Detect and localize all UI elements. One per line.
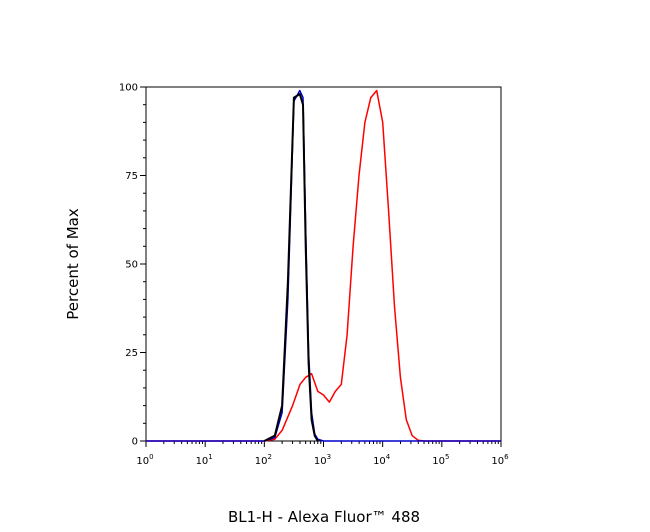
x-tick-exponent: 6 [504, 453, 509, 461]
x-tick-base: 10 [491, 456, 504, 467]
x-tick-label: 102 [255, 453, 272, 467]
x-tick-label: 103 [314, 453, 331, 467]
x-axis-label: BL1-H - Alexa Fluor™ 488 [228, 508, 420, 526]
x-tick-base: 10 [432, 456, 445, 467]
series-layer [146, 89, 501, 442]
series-line-2 [263, 93, 319, 442]
series-line-0 [146, 89, 501, 442]
x-tick-exponent: 4 [386, 453, 391, 461]
x-tick-exponent: 0 [149, 453, 153, 461]
x-tick-base: 10 [373, 456, 386, 467]
y-axis-ticks: 0 25 50 75 100 [119, 83, 146, 448]
x-tick-label: 104 [373, 453, 391, 467]
x-tick-base: 10 [314, 456, 327, 467]
x-tick-base: 10 [136, 456, 149, 467]
y-tick-label: 0 [132, 437, 138, 448]
y-tick-label: 25 [125, 348, 138, 359]
x-tick-label: 100 [136, 453, 153, 467]
x-tick-label: 106 [491, 453, 509, 467]
x-tick-label: 101 [196, 453, 213, 467]
x-tick-exponent: 5 [445, 453, 449, 461]
x-axis-ticks: 100 101 102 103 104 105 106 [136, 441, 509, 467]
x-tick-base: 10 [196, 456, 209, 467]
y-tick-label: 100 [119, 83, 138, 94]
x-tick-label: 105 [432, 453, 449, 467]
y-tick-label: 50 [125, 260, 138, 271]
x-tick-exponent: 3 [327, 453, 331, 461]
y-tick-label: 75 [125, 171, 138, 182]
plot-frame [145, 86, 502, 442]
series-line-1 [146, 89, 501, 442]
x-tick-exponent: 1 [208, 453, 212, 461]
x-tick-base: 10 [255, 456, 268, 467]
x-tick-exponent: 2 [267, 453, 271, 461]
y-axis-label: Percent of Max [64, 208, 82, 320]
